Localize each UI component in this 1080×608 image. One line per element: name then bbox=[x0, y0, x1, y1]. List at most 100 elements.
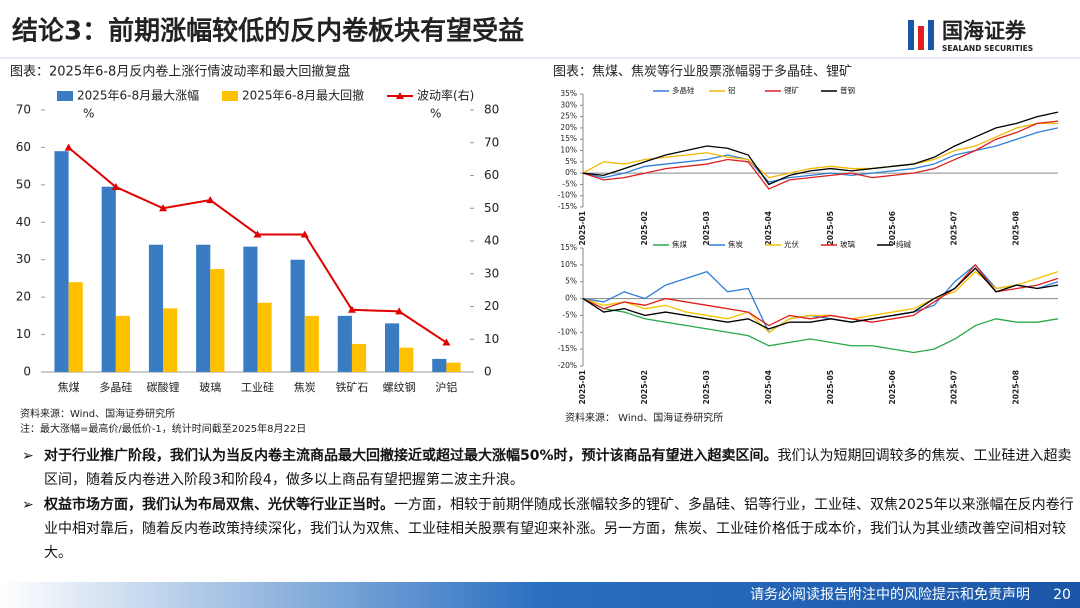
y2-tick-label: 70 bbox=[484, 135, 499, 149]
y-tick-label: -10% bbox=[558, 191, 577, 200]
bar bbox=[196, 244, 211, 372]
x-tick-label: 铁矿石 bbox=[335, 381, 368, 394]
line bbox=[582, 297, 1059, 354]
chart-caption: 图表：2025年6-8月反内卷上涨行情波动率和最大回撤复盘 bbox=[10, 64, 350, 80]
y2-tick-label: 60 bbox=[484, 168, 499, 182]
legend-label: 玻璃 bbox=[840, 239, 855, 249]
bar bbox=[163, 308, 178, 372]
bar bbox=[399, 347, 414, 372]
legend-swatch bbox=[57, 91, 73, 101]
line-marker bbox=[206, 196, 215, 204]
source-note: 资料来源：Wind、国海证券研究所 bbox=[20, 407, 175, 420]
bar bbox=[337, 315, 352, 372]
bullet-bold: 对于行业推广阶段，我们认为当反内卷主流商品最大回撤接近或超过最大涨幅50%时，预… bbox=[44, 448, 778, 464]
bar bbox=[304, 315, 319, 372]
y-tick-label: 15% bbox=[560, 134, 577, 143]
legend-label: 2025年6-8月最大回撤 bbox=[242, 88, 364, 103]
line bbox=[582, 111, 1059, 186]
line bbox=[582, 120, 1059, 190]
y-tick-label: 5% bbox=[565, 277, 577, 286]
y2-tick-label: 20 bbox=[484, 299, 499, 313]
line-marker bbox=[111, 182, 120, 190]
bullet: ➢ 对于行业推广阶段，我们认为当反内卷主流商品最大回撤接近或超过最大涨幅50%时，… bbox=[22, 444, 1080, 492]
logo-mark bbox=[908, 20, 914, 50]
y-tick-label: -5% bbox=[562, 310, 577, 319]
legend-label: 锂矿 bbox=[784, 85, 799, 95]
y-tick-label: 50 bbox=[16, 177, 31, 191]
x-tick-label: 玻璃 bbox=[199, 380, 221, 394]
x-tick-label: 2025-03 bbox=[702, 211, 711, 245]
source-note: 资料来源： Wind、国海证券研究所 bbox=[565, 411, 723, 424]
x-tick-label: 焦煤 bbox=[58, 381, 80, 394]
x-tick-label: 多晶硅 bbox=[99, 380, 132, 394]
y-tick-label: -5% bbox=[562, 179, 577, 188]
x-tick-label: 2025-08 bbox=[1012, 370, 1021, 404]
y-tick-label: 70 bbox=[16, 103, 31, 117]
source-note: 注：最大涨幅=最高价/最低价-1，统计时间截至2025年8月22日 bbox=[20, 422, 306, 435]
line-marker bbox=[395, 307, 404, 315]
bullet-arrow: ➢ bbox=[22, 497, 34, 513]
logo-mark bbox=[928, 20, 934, 50]
legend-swatch bbox=[222, 91, 238, 101]
y-tick-label: 30 bbox=[16, 252, 31, 266]
x-tick-label: 2025-05 bbox=[826, 370, 835, 404]
y-tick-label: 20 bbox=[16, 290, 31, 304]
y-tick-label: -20% bbox=[558, 361, 577, 370]
footer-disclaimer: 请务必阅读报告附注中的风险提示和免责声明 bbox=[750, 586, 1030, 603]
y2-tick-label: 40 bbox=[484, 234, 499, 248]
y-tick-label: 60 bbox=[16, 140, 31, 154]
y-tick-label: 25% bbox=[560, 112, 577, 121]
legend-label: 普钢 bbox=[840, 85, 855, 95]
legend-label: 焦煤 bbox=[672, 239, 687, 249]
x-tick-label: 2025-06 bbox=[888, 211, 897, 245]
bar bbox=[432, 358, 447, 372]
line-marker bbox=[442, 338, 451, 346]
bar bbox=[101, 186, 116, 372]
y-tick-label: -15% bbox=[558, 344, 577, 353]
y-tick-label: 40 bbox=[16, 215, 31, 229]
bullet-arrow: ➢ bbox=[22, 448, 34, 464]
bullet-text: 我们认为短期回调较多的焦炭、工业硅进入超卖区间，随着反内卷进入阶段3和阶段4，做… bbox=[44, 448, 1072, 488]
bullet-text: 一方面，相较于前期伴随成长涨幅较多的锂矿、多晶硅、铝等行业，工业硅、双焦2025… bbox=[44, 497, 1074, 561]
legend-label: 2025年6-8月最大涨幅 bbox=[77, 88, 199, 103]
x-tick-label: 2025-01 bbox=[578, 211, 587, 245]
y-tick-label: 0% bbox=[565, 294, 577, 303]
bar bbox=[68, 282, 83, 372]
bar bbox=[351, 343, 367, 372]
x-tick-label: 2025-04 bbox=[764, 370, 773, 404]
logo-en: SEALAND SECURITIES bbox=[942, 44, 1033, 53]
bar bbox=[257, 302, 272, 372]
chart-caption: 图表：焦煤、焦炭等行业股票涨幅弱于多晶硅、锂矿 bbox=[553, 64, 852, 80]
y2-tick-label: 0 bbox=[484, 365, 492, 379]
bar bbox=[385, 323, 400, 372]
bar bbox=[148, 244, 164, 372]
logo-text: 国海证券 bbox=[942, 19, 1027, 43]
line-marker bbox=[300, 230, 309, 238]
bar bbox=[210, 269, 225, 372]
legend-label: 铝 bbox=[728, 85, 736, 95]
y2-tick-label: 10 bbox=[484, 332, 499, 346]
x-tick-label: 2025-03 bbox=[702, 370, 711, 404]
x-tick-label: 2025-07 bbox=[950, 370, 959, 404]
y2-tick-label: 30 bbox=[484, 266, 499, 280]
logo-mark bbox=[918, 26, 924, 50]
x-tick-label: 2025-06 bbox=[888, 370, 897, 404]
x-tick-label: 2025-08 bbox=[1012, 211, 1021, 245]
line-marker bbox=[347, 305, 356, 313]
bar bbox=[446, 362, 461, 372]
y-tick-label: 0% bbox=[565, 168, 577, 177]
slide-title: 结论3：前期涨幅较低的反内卷板块有望受益 bbox=[12, 16, 524, 47]
x-tick-label: 碳酸锂 bbox=[147, 380, 180, 394]
y-tick-label: -10% bbox=[558, 327, 577, 336]
y-tick-label: 0 bbox=[23, 365, 31, 379]
y-tick-label: 15% bbox=[560, 243, 577, 252]
y-tick-label: 20% bbox=[560, 123, 577, 132]
footer-bar bbox=[0, 582, 1080, 608]
x-tick-label: 2025-07 bbox=[950, 211, 959, 245]
line bbox=[582, 122, 1058, 179]
legend-label: 焦炭 bbox=[728, 239, 743, 249]
legend-label: 多晶硅 bbox=[672, 85, 695, 95]
legend-swatch bbox=[396, 92, 404, 99]
